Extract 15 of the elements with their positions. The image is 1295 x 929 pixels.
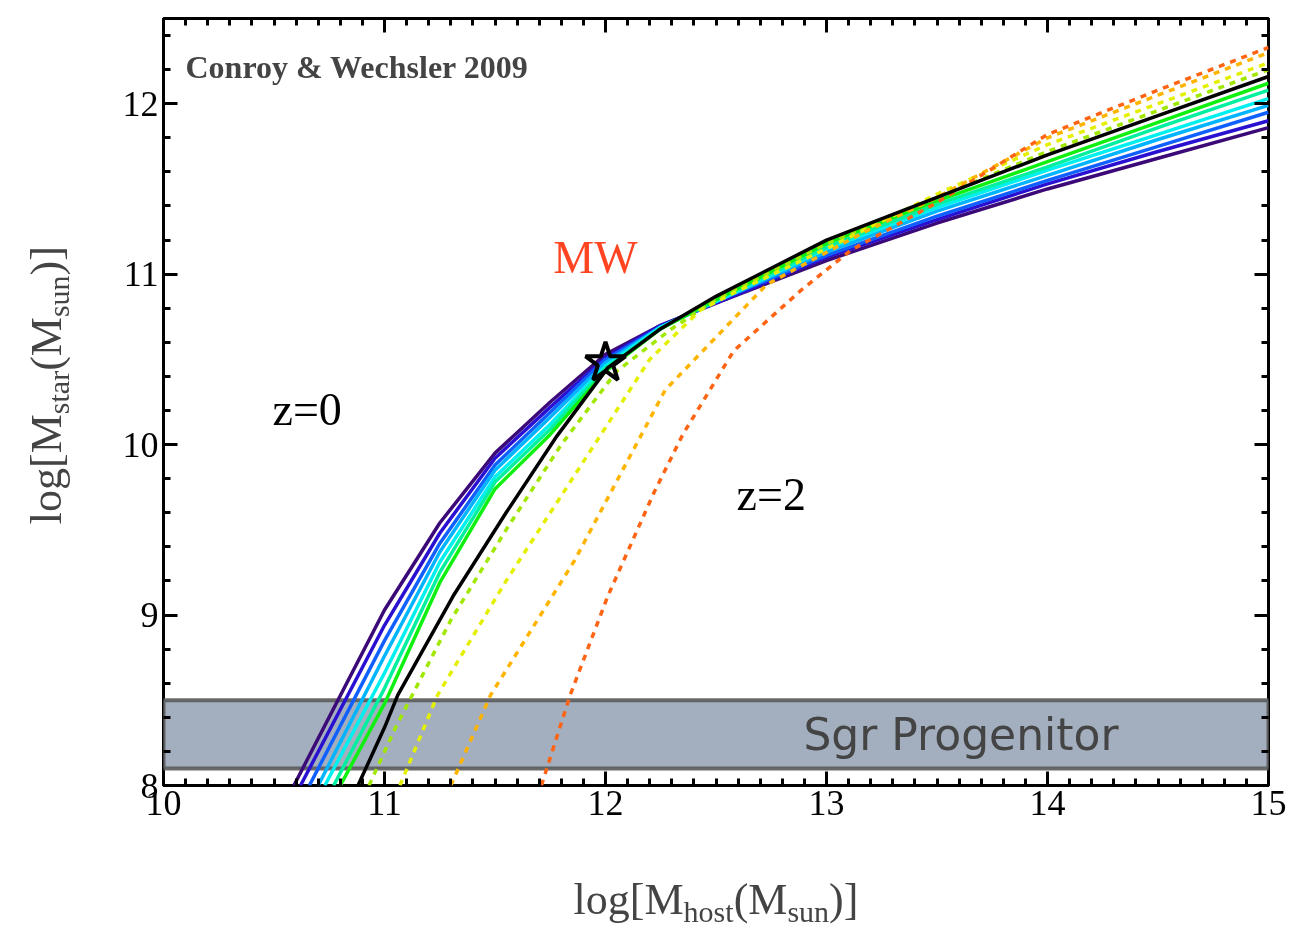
y-tick-label: 12 (122, 83, 159, 124)
annotation: Conroy & Wechsler 2009 (185, 48, 528, 85)
y-tick-label: 10 (122, 424, 159, 465)
annotation: MW (553, 231, 639, 283)
x-tick-label: 14 (1029, 782, 1066, 823)
band-label: Sgr Progenitor (803, 708, 1120, 760)
x-tick-label: 12 (587, 782, 624, 823)
x-tick-label: 11 (367, 782, 402, 823)
y-tick-label: 9 (140, 595, 159, 636)
annotation: z=2 (736, 468, 806, 520)
y-tick-label: 11 (123, 254, 159, 295)
x-tick-label: 13 (808, 782, 845, 823)
x-tick-label: 15 (1250, 782, 1287, 823)
annotation: z=0 (272, 384, 342, 436)
y-axis-title: log[Mstar(Msun)] (22, 246, 75, 525)
